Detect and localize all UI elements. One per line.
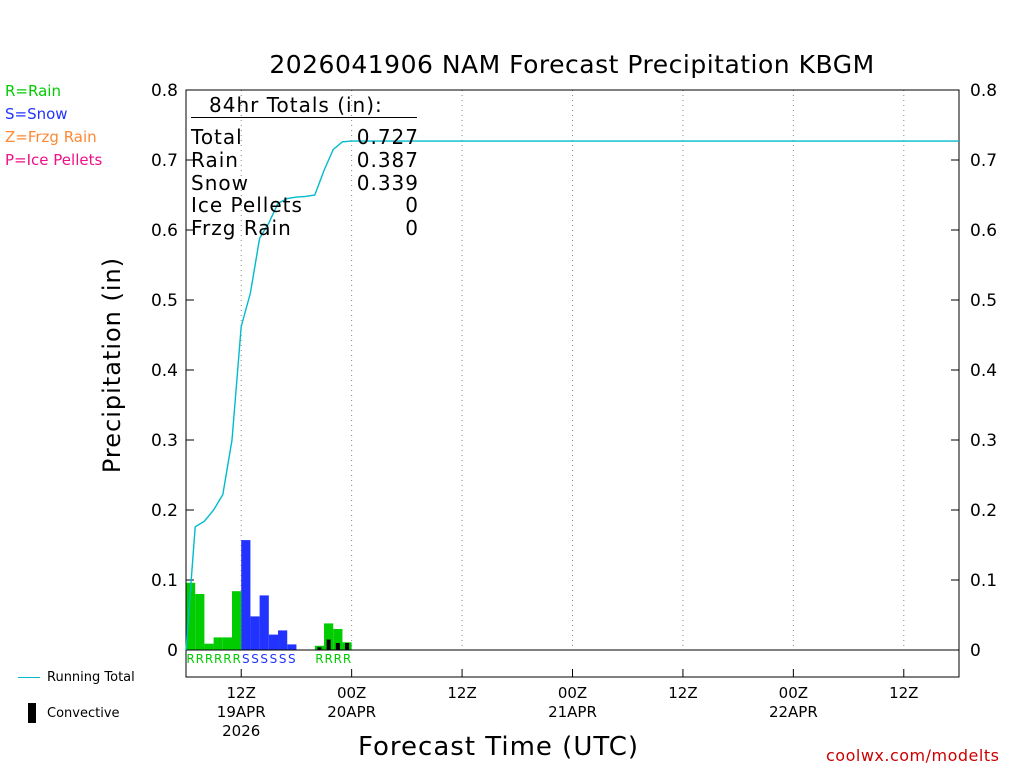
credit-link[interactable]: coolwx.com/modelts: [826, 746, 1000, 765]
precip-bar: [278, 630, 288, 650]
legend-frzg-rain: Z=Frzg Rain: [5, 128, 97, 146]
ptype-letter: R: [324, 652, 332, 666]
ptype-letter: S: [270, 652, 278, 666]
precip-bar: [287, 644, 297, 650]
totals-label-total: Total: [191, 125, 243, 149]
precip-bar: [259, 595, 269, 650]
precip-bar: [333, 629, 343, 650]
totals-divider: [191, 117, 417, 118]
precip-bar: [250, 616, 260, 650]
legend-rain: R=Rain: [5, 82, 61, 100]
running-total-legend-label: Running Total: [47, 670, 135, 685]
y-tick-label-right: 0.3: [970, 431, 997, 451]
totals-label-frzg-rain: Frzg Rain: [191, 216, 292, 240]
y-tick-label-left: 0: [167, 641, 178, 661]
ptype-letter: R: [334, 652, 342, 666]
x-tick-label: 20APR: [327, 703, 376, 721]
x-tick-label: 12Z: [227, 684, 256, 702]
precip-bar: [324, 623, 334, 650]
y-tick-label-left: 0.1: [151, 571, 178, 591]
y-tick-label-left: 0.8: [151, 81, 178, 101]
y-tick-label-left: 0.2: [151, 501, 178, 521]
precip-bar: [232, 591, 242, 650]
x-tick-label: 00Z: [558, 684, 587, 702]
y-tick-label-right: 0.6: [970, 221, 997, 241]
y-tick-label-right: 0.5: [970, 291, 997, 311]
x-tick-label: 21APR: [548, 703, 597, 721]
precip-bar: [186, 582, 196, 650]
precip-bar: [241, 540, 251, 650]
plot-frame: [185, 89, 960, 678]
totals-label-snow: Snow: [191, 171, 249, 195]
totals-value-snow: 0.339: [356, 171, 419, 195]
legend-snow: S=Snow: [5, 105, 68, 123]
ptype-letter: S: [279, 652, 287, 666]
x-axis-label: Forecast Time (UTC): [358, 732, 640, 762]
totals-label-rain: Rain: [191, 148, 239, 172]
totals-header: 84hr Totals (in):: [209, 93, 383, 117]
running-total-legend-line: [18, 677, 40, 678]
y-tick-label-right: 0.7: [970, 151, 997, 171]
precip-bar: [204, 643, 214, 650]
precip-bar: [222, 637, 233, 650]
precip-bar: [268, 634, 279, 650]
running-total-line: [185, 140, 959, 651]
x-tick-label: 00Z: [779, 684, 808, 702]
x-tick-label: 12Z: [889, 684, 918, 702]
totals-value-total: 0.727: [356, 125, 419, 149]
x-tick-label: 19APR: [217, 703, 266, 721]
convective-bar: [345, 643, 350, 650]
x-tick-label: 22APR: [769, 703, 818, 721]
y-tick-label-left: 0.6: [151, 221, 178, 241]
convective-bar: [326, 639, 331, 650]
totals-value-ice-pellets: 0: [405, 193, 419, 217]
y-tick-label-right: 0: [970, 641, 981, 661]
y-tick-label-left: 0.3: [151, 431, 178, 451]
x-tick-label: 2026: [222, 722, 260, 740]
ptype-letter: R: [232, 652, 240, 666]
totals-value-frzg-rain: 0: [405, 216, 419, 240]
y-tick-label-left: 0.5: [151, 291, 178, 311]
ptype-letter: R: [196, 652, 204, 666]
precip-bar: [213, 637, 223, 650]
y-tick-label-right: 0.8: [970, 81, 997, 101]
ptype-letter: R: [205, 652, 213, 666]
ptype-letter: R: [343, 652, 351, 666]
y-tick-label-right: 0.1: [970, 571, 997, 591]
convective-legend-swatch: [28, 703, 36, 723]
chart-title: 2026041906 NAM Forecast Precipitation KB…: [269, 50, 875, 79]
precip-bar: [195, 594, 205, 650]
y-tick-label-right: 0.4: [970, 361, 997, 381]
convective-bar: [335, 643, 340, 650]
x-tick-label: 00Z: [337, 684, 366, 702]
x-tick-label: 12Z: [668, 684, 697, 702]
convective-bar: [317, 647, 322, 650]
y-tick-label-left: 0.7: [151, 151, 178, 171]
ptype-letter: S: [251, 652, 259, 666]
y-tick-label-right: 0.2: [970, 501, 997, 521]
totals-label-ice-pellets: Ice Pellets: [191, 193, 303, 217]
ptype-letter: S: [242, 652, 250, 666]
ptype-letter: R: [223, 652, 231, 666]
ptype-letter: R: [186, 652, 194, 666]
ptype-letter: R: [315, 652, 323, 666]
ptype-letter: R: [214, 652, 222, 666]
totals-value-rain: 0.387: [356, 148, 419, 172]
legend-ice-pellets: P=Ice Pellets: [5, 151, 103, 169]
x-tick-label: 12Z: [447, 684, 476, 702]
ptype-letter: S: [260, 652, 268, 666]
y-tick-label-left: 0.4: [151, 361, 178, 381]
convective-legend-label: Convective: [47, 706, 120, 721]
ptype-letter: S: [288, 652, 296, 666]
